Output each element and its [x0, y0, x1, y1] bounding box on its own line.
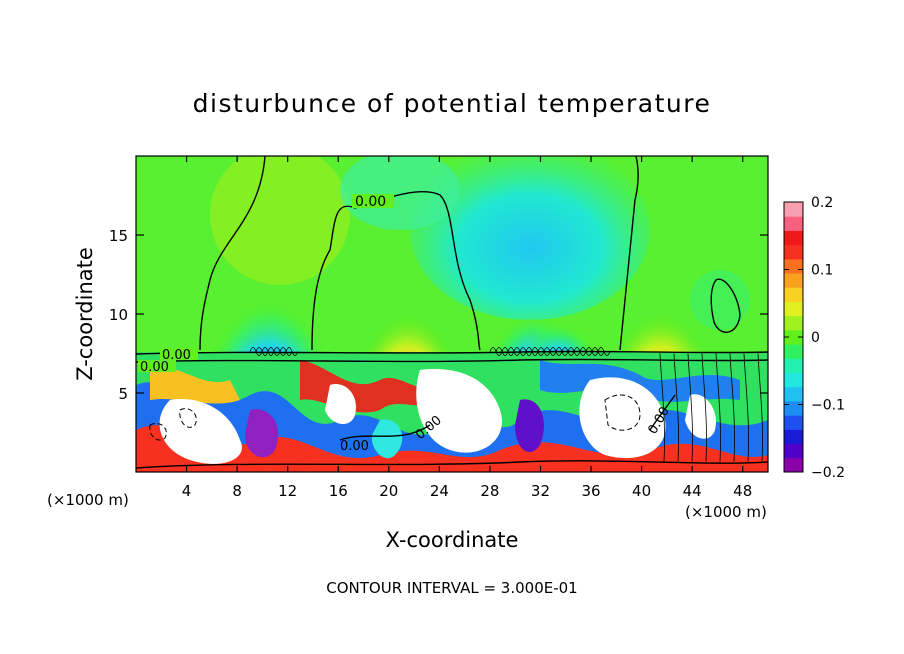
- negative-contour: [149, 423, 167, 441]
- contour-label-bg: [138, 360, 176, 372]
- y-axis-label: Z-coordinate: [73, 247, 97, 381]
- contour-interval-note: CONTOUR INTERVAL = 3.000E-01: [326, 579, 577, 597]
- chart-title: disturbunce of potential temperature: [193, 89, 712, 118]
- contour-label: 0.00: [140, 360, 169, 375]
- zero-contour: [136, 358, 768, 363]
- boundary-swirl: [325, 384, 356, 425]
- colorbar-ticks: 0.2 0.1 0 −0.1 −0.2: [784, 195, 845, 481]
- colorbar-swatch: [784, 386, 803, 402]
- colorbar-swatch: [784, 230, 803, 246]
- plume-contour: [743, 353, 749, 462]
- boundary-swirl: [540, 360, 740, 402]
- boundary-swirl: [136, 425, 768, 472]
- boundary-swirl: [371, 419, 403, 459]
- colorbar-swatch: [784, 329, 803, 345]
- x-axis-ticks: 4 8 12 16 20 24 28 32 36 40 44 48: [182, 156, 752, 500]
- x-tick-label: 4: [182, 482, 192, 500]
- colorbar-swatch: [784, 287, 803, 302]
- boundary-swirl: [515, 399, 544, 453]
- x-tick-label: 40: [632, 482, 651, 500]
- contour-label-bg: [352, 194, 394, 208]
- y-tick-label: 5: [118, 385, 128, 403]
- inversion-contour: [285, 347, 299, 356]
- y-axis-ticks: 5 10 15: [109, 227, 768, 403]
- boundary-swirl: [245, 409, 279, 458]
- negative-contour: [604, 394, 641, 431]
- x-tick-label: 44: [683, 482, 702, 500]
- x-tick-label: 24: [430, 482, 449, 500]
- x-tick-label: 28: [480, 482, 499, 500]
- x-tick-label: 36: [581, 482, 600, 500]
- x-tick-label: 12: [278, 482, 297, 500]
- contour-label: 0.00: [162, 348, 191, 363]
- colorbar-tick-label: −0.2: [811, 465, 845, 481]
- zero-contour: [619, 156, 639, 351]
- contour-label: 0.00: [340, 439, 369, 454]
- colorbar-tick-label: 0.2: [811, 195, 833, 211]
- colorbar-swatch: [784, 258, 803, 274]
- upper-cool-region: [410, 156, 650, 320]
- inversion-contour: [249, 347, 263, 356]
- plume-contour: [673, 353, 679, 462]
- plume-contour: [701, 353, 707, 462]
- colorbar-swatch: [784, 216, 803, 231]
- zero-contour: [136, 460, 768, 469]
- negative-contours: [149, 394, 641, 441]
- colorbar-swatch: [784, 273, 803, 288]
- inversion-contour: [597, 347, 611, 356]
- colorbar-swatch: [784, 244, 803, 260]
- colorbar-swatch: [784, 358, 803, 374]
- zero-contour: [199, 156, 266, 351]
- x-tick-label: 32: [531, 482, 550, 500]
- x-tick-label: 8: [232, 482, 242, 500]
- boundary-swirl: [416, 369, 502, 453]
- colorbar-swatch: [784, 344, 803, 359]
- zero-contour: [710, 278, 741, 333]
- colorbar-swatch: [784, 443, 803, 459]
- x-axis-label: X-coordinate: [386, 528, 519, 552]
- y-tick-label: 15: [109, 227, 128, 245]
- colorbar-swatch: [784, 202, 803, 217]
- boundary-swirl: [579, 377, 666, 459]
- colorbar-tick-label: −0.1: [811, 398, 845, 414]
- x-tick-label: 20: [379, 482, 398, 500]
- x-tick-label: 16: [329, 482, 348, 500]
- boundary-swirl: [685, 394, 716, 439]
- boundary-swirl: [150, 367, 240, 404]
- colorbar-swatch: [784, 315, 803, 331]
- contour-label-bg: [160, 348, 198, 360]
- zero-contour: [311, 191, 481, 351]
- negative-contour: [179, 408, 197, 428]
- x-tick-label: 48: [733, 482, 752, 500]
- zero-contour: [339, 424, 431, 441]
- plume-contour: [687, 353, 693, 462]
- colorbar-swatch: [784, 301, 803, 317]
- contour-label: 0.00: [355, 194, 386, 210]
- colorbar-swatch: [784, 415, 803, 430]
- contour-field: 0.00 0.00 0.00 0.00 0.00 0.00: [136, 156, 768, 472]
- colorbar-swatch: [784, 429, 803, 445]
- plume-contour: [729, 353, 735, 462]
- x-unit-left: (×1000 m): [47, 491, 129, 509]
- boundary-layer: [136, 352, 768, 472]
- upper-cool-region: [340, 156, 460, 230]
- plume-contour: [715, 353, 721, 462]
- plume-contour: [659, 353, 665, 462]
- upper-cool-region: [690, 270, 750, 330]
- y-tick-label: 10: [109, 306, 128, 324]
- colorbar-swatch: [784, 400, 803, 416]
- colorbar-swatch: [784, 372, 803, 388]
- plume-contour: [757, 353, 763, 462]
- colorbar-tick-label: 0.1: [811, 263, 833, 279]
- x-unit-right: (×1000 m): [685, 503, 767, 521]
- colorbar-swatch: [784, 457, 803, 473]
- upper-warm-region: [210, 156, 350, 285]
- colorbar-tick-label: 0: [811, 330, 820, 346]
- inversion-contour-band: [249, 347, 763, 462]
